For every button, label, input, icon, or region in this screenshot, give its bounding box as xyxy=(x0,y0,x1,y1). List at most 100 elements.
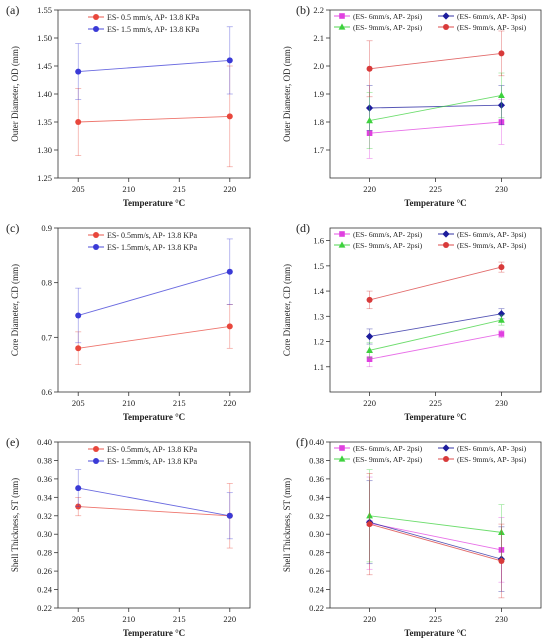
x-tick-label: 220 xyxy=(223,398,236,408)
legend: (ES- 6mm/s, AP- 2psi) (ES- 6mm/s, AP- 3ps… xyxy=(334,444,527,464)
series-4 xyxy=(366,473,505,599)
y-axis-label: Shell Thickness, ST (mm) xyxy=(282,478,292,572)
legend-marker xyxy=(442,230,450,238)
legend-label: (ES- 6mm/s, AP- 2psi) xyxy=(353,12,423,21)
series-line xyxy=(78,506,230,517)
data-point xyxy=(498,91,505,98)
legend-label: ES- 1.5 mm/s, AP- 13.8 KPa xyxy=(107,25,199,34)
panel-label: (b) xyxy=(296,3,310,17)
legend-label: (ES- 9mm/s, AP- 3psi) xyxy=(457,455,527,464)
x-axis-label: Temperature °C xyxy=(123,198,185,208)
legend-marker xyxy=(339,13,345,19)
data-point xyxy=(75,345,82,352)
legend-marker xyxy=(93,446,99,452)
x-tick-label: 230 xyxy=(495,614,508,624)
y-tick-label: 0.34 xyxy=(309,492,325,502)
legend-label: (ES- 6mm/s, AP- 3psi) xyxy=(457,230,527,239)
data-point xyxy=(498,331,505,337)
y-tick-label: 1.30 xyxy=(37,145,52,155)
legend-label: (ES- 6mm/s, AP- 2psi) xyxy=(353,230,423,239)
legend-label: (ES- 9mm/s, AP- 2psi) xyxy=(353,455,423,464)
data-point xyxy=(366,521,373,528)
series-line xyxy=(369,121,502,134)
legend-marker xyxy=(442,12,450,20)
x-tick-label: 220 xyxy=(223,184,236,194)
series-line xyxy=(78,271,230,316)
plot-frame xyxy=(57,441,251,609)
series-line xyxy=(369,52,502,70)
y-axis-label: Outer Diameter, OD (mm) xyxy=(10,46,20,142)
legend: ES- 0.5mm/s, AP- 13.8 KPa ES- 1.5mm/s, AP… xyxy=(88,231,197,252)
panel-label: (c) xyxy=(6,221,19,235)
data-point xyxy=(498,316,505,323)
y-tick-label: 0.26 xyxy=(37,566,52,576)
x-tick-label: 205 xyxy=(72,184,85,194)
legend-marker xyxy=(93,14,99,20)
panel-label: (f) xyxy=(296,435,308,449)
y-tick-label: 1.4 xyxy=(313,286,324,296)
series-line xyxy=(369,104,502,109)
x-axis-label: Temperature °C xyxy=(404,412,466,422)
series-line xyxy=(369,94,502,122)
series-4 xyxy=(366,261,505,310)
legend-marker xyxy=(93,458,99,464)
y-tick-label: 1.55 xyxy=(37,5,52,15)
panel-label: (e) xyxy=(6,435,19,449)
y-tick-label: 0.24 xyxy=(37,585,53,595)
legend-marker xyxy=(442,444,450,452)
data-point xyxy=(226,323,233,330)
series-4 xyxy=(366,30,505,98)
y-tick-label: 2.0 xyxy=(313,61,324,71)
y-tick-label: 0.7 xyxy=(41,332,52,342)
data-point xyxy=(366,117,373,124)
y-tick-label: 1.50 xyxy=(37,33,52,43)
y-tick-label: 0.36 xyxy=(309,474,324,484)
series-line xyxy=(369,319,502,351)
y-tick-label: 1.3 xyxy=(313,311,324,321)
panel-label: (a) xyxy=(6,3,19,17)
y-tick-label: 1.45 xyxy=(37,61,52,71)
y-tick-label: 1.35 xyxy=(37,117,52,127)
chart-panel-f: (f) 0.22 0.24 0.26 0.28 0.30 0.32 0.34 0.36 0.38 0… xyxy=(282,435,542,638)
legend-label: (ES- 9mm/s, AP- 2psi) xyxy=(353,241,423,250)
data-point xyxy=(366,356,373,362)
series-2 xyxy=(365,308,506,345)
legend-marker xyxy=(93,26,99,32)
y-tick-label: 0.22 xyxy=(37,603,52,613)
legend-marker xyxy=(339,231,345,237)
series-1 xyxy=(75,304,233,365)
legend-label: ES- 1.5mm/s, AP- 13.8 KPa xyxy=(107,243,197,252)
y-tick-label: 1.1 xyxy=(313,362,324,372)
legend-label: (ES- 9mm/s, AP- 3psi) xyxy=(457,241,527,250)
legend-label: ES- 0.5mm/s, AP- 13.8 KPa xyxy=(107,445,197,454)
series-line xyxy=(78,59,230,73)
x-tick-label: 215 xyxy=(173,614,186,624)
legend-label: (ES- 6mm/s, AP- 3psi) xyxy=(457,444,527,453)
chart-panel-a: (a) 1.25 1.30 1.35 1.40 1.45 1.50 1.55 205 210 215… xyxy=(6,3,251,208)
legend-marker xyxy=(338,23,346,30)
y-tick-label: 1.9 xyxy=(313,89,324,99)
y-tick-label: 0.40 xyxy=(309,437,324,447)
y-axis-label: Core Diameter, CD (mm) xyxy=(282,264,292,356)
data-point xyxy=(366,65,373,72)
y-tick-label: 0.22 xyxy=(309,603,324,613)
series-3 xyxy=(366,314,505,359)
y-tick-label: 1.25 xyxy=(37,173,52,183)
data-point xyxy=(226,268,233,275)
plot-frame xyxy=(57,227,251,393)
x-axis-label: Temperature °C xyxy=(404,628,466,638)
y-axis-label: Outer Diameter, OD (mm) xyxy=(282,46,292,142)
data-point xyxy=(75,68,82,75)
series-line xyxy=(369,313,502,337)
chart-panel-e: (e) 0.22 0.24 0.26 0.28 0.30 0.32 0.34 0.36 0.38 0… xyxy=(6,435,251,638)
legend-label: (ES- 9mm/s, AP- 2psi) xyxy=(353,23,423,32)
legend: ES- 0.5mm/s, AP- 13.8 KPa ES- 1.5mm/s, AP… xyxy=(88,445,197,466)
x-tick-label: 230 xyxy=(495,184,508,194)
chart-panel-c: (c) 0.6 0.7 0.8 0.9 205 210 215 220 Temperature °… xyxy=(6,221,251,422)
data-point xyxy=(498,264,505,271)
data-point xyxy=(498,557,505,564)
series-line xyxy=(369,266,502,301)
legend-marker xyxy=(93,244,99,250)
data-point xyxy=(497,310,506,318)
